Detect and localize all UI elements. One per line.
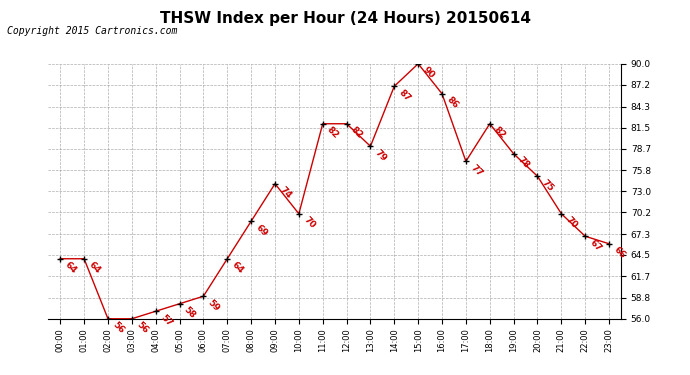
Text: 74: 74 bbox=[278, 185, 293, 201]
Text: 90: 90 bbox=[421, 65, 436, 80]
Text: 82: 82 bbox=[349, 125, 364, 140]
Text: 67: 67 bbox=[588, 238, 603, 253]
Text: 59: 59 bbox=[206, 298, 221, 313]
Text: 79: 79 bbox=[373, 148, 388, 163]
Text: 86: 86 bbox=[445, 95, 460, 110]
Text: Copyright 2015 Cartronics.com: Copyright 2015 Cartronics.com bbox=[7, 26, 177, 36]
Text: 69: 69 bbox=[254, 223, 269, 238]
Text: THSW  (°F): THSW (°F) bbox=[538, 26, 597, 36]
Text: 58: 58 bbox=[182, 305, 197, 320]
Text: 64: 64 bbox=[63, 260, 78, 275]
Text: 64: 64 bbox=[230, 260, 246, 275]
Text: 70: 70 bbox=[564, 215, 580, 230]
Text: 70: 70 bbox=[302, 215, 317, 230]
Text: 75: 75 bbox=[540, 178, 555, 193]
Text: THSW Index per Hour (24 Hours) 20150614: THSW Index per Hour (24 Hours) 20150614 bbox=[159, 11, 531, 26]
Text: 64: 64 bbox=[87, 260, 102, 275]
Text: 78: 78 bbox=[516, 155, 532, 170]
Text: 87: 87 bbox=[397, 88, 413, 103]
Text: 77: 77 bbox=[469, 163, 484, 178]
Text: 82: 82 bbox=[326, 125, 341, 140]
Text: 56: 56 bbox=[110, 320, 126, 335]
Text: 56: 56 bbox=[135, 320, 150, 335]
Text: 57: 57 bbox=[159, 313, 174, 328]
Text: 66: 66 bbox=[612, 245, 627, 260]
Text: 82: 82 bbox=[493, 125, 508, 140]
